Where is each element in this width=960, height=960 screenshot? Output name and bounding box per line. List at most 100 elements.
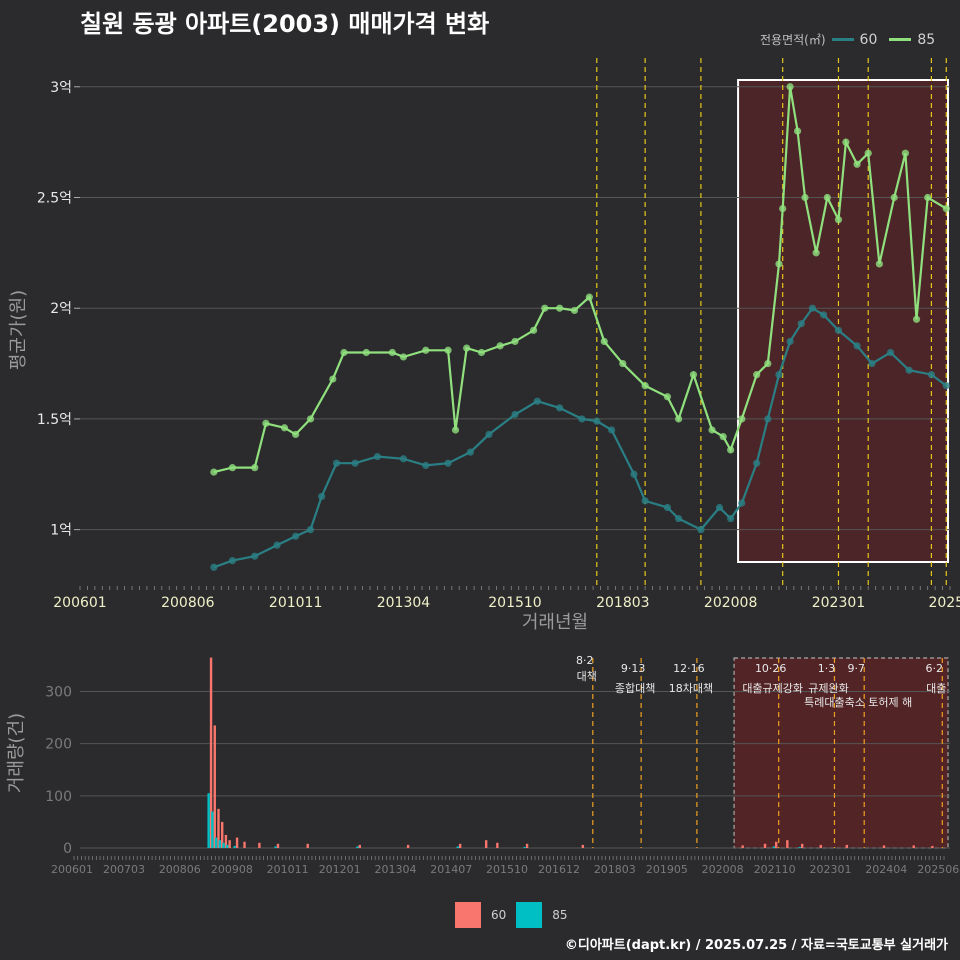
data-point-85 xyxy=(444,346,452,354)
data-point-60 xyxy=(306,526,315,534)
data-point-85 xyxy=(853,160,861,168)
bar-60 xyxy=(306,843,309,848)
bar-60 xyxy=(931,845,934,848)
data-point-60 xyxy=(808,304,817,312)
data-point-60 xyxy=(715,503,724,512)
x-tick-label: 200806 xyxy=(161,595,215,611)
data-point-85 xyxy=(496,342,504,350)
bar-60 xyxy=(525,843,529,848)
data-point-85 xyxy=(340,348,348,357)
legend-box-60 xyxy=(455,902,481,928)
data-point-85 xyxy=(619,359,627,368)
x-tick-label-bottom: 201011 xyxy=(267,863,309,876)
bar-60 xyxy=(819,844,822,848)
data-point-85 xyxy=(210,468,218,476)
data-point-60 xyxy=(905,366,913,374)
event-date-label: 10·26 xyxy=(755,662,787,675)
data-point-85 xyxy=(280,424,289,432)
data-point-60 xyxy=(228,557,237,565)
data-point-60 xyxy=(775,371,783,379)
data-point-60 xyxy=(764,415,772,423)
data-point-60 xyxy=(578,415,586,423)
bar-60 xyxy=(276,843,280,848)
data-point-85 xyxy=(779,204,787,213)
data-point-60 xyxy=(663,503,672,512)
bar-85 xyxy=(233,845,236,848)
bar-60 xyxy=(882,845,886,848)
x-tick-label-bottom: 200601 xyxy=(51,863,93,876)
event-text-label: 규제완화 xyxy=(808,682,848,695)
data-point-60 xyxy=(641,497,649,505)
data-point-60 xyxy=(485,430,493,439)
x-tick-label-bottom: 202008 xyxy=(702,863,744,876)
event-date-label: 8·2 xyxy=(576,654,594,667)
data-point-60 xyxy=(422,461,430,470)
data-point-85 xyxy=(764,359,772,368)
credit-text: ©디아파트(dapt.kr) / 2025.07.25 / 자료=국토교통부 실… xyxy=(564,938,948,953)
bar-60 xyxy=(224,834,228,848)
bar-60 xyxy=(209,657,213,848)
event-text-label: 특례대출축소 토허제 해 xyxy=(804,695,912,709)
bar-60 xyxy=(581,844,585,848)
data-point-85 xyxy=(674,415,683,423)
data-point-60 xyxy=(697,526,705,534)
data-point-85 xyxy=(727,446,735,454)
data-point-85 xyxy=(585,293,593,301)
data-point-60 xyxy=(942,382,950,390)
bar-85 xyxy=(218,840,221,848)
y-tick-label: 1억 xyxy=(50,523,72,539)
data-point-60 xyxy=(399,455,408,463)
y-tick-label: 2억 xyxy=(50,301,72,317)
x-tick-label: 202301 xyxy=(812,595,865,611)
highlight-box-bottom xyxy=(733,657,949,849)
data-point-85 xyxy=(388,348,396,357)
bar-85 xyxy=(798,846,801,848)
data-point-85 xyxy=(511,337,519,346)
x-tick-label-bottom: 200806 xyxy=(159,863,201,876)
data-point-60 xyxy=(351,459,359,467)
data-point-60 xyxy=(608,426,616,434)
bar-60 xyxy=(786,840,789,848)
x-tick-label-bottom: 201510 xyxy=(486,863,528,876)
x-tick-label: 200601 xyxy=(53,595,106,611)
data-point-60 xyxy=(273,541,281,549)
data-point-85 xyxy=(529,326,538,334)
data-point-85 xyxy=(793,127,802,135)
data-point-85 xyxy=(541,304,549,312)
data-point-85 xyxy=(306,415,315,423)
x-tick-label: 2025 xyxy=(928,595,960,611)
data-point-85 xyxy=(262,419,270,427)
y-tick-label-bottom: 300 xyxy=(45,685,72,701)
data-point-60 xyxy=(332,459,341,467)
data-point-85 xyxy=(399,353,408,361)
bar-60 xyxy=(458,843,462,848)
data-point-60 xyxy=(753,459,761,467)
legend-top: 전용면적(㎡) 60 85 xyxy=(760,31,941,48)
event-text-label: 대출 xyxy=(926,682,946,695)
event-text-label: 대책 xyxy=(577,670,597,683)
bar-85 xyxy=(214,837,218,848)
bar-60 xyxy=(912,845,915,848)
bar-60 xyxy=(221,821,224,848)
x-tick-label: 201803 xyxy=(596,595,649,611)
data-point-60 xyxy=(556,404,564,412)
x-tick-label-bottom: 202301 xyxy=(809,863,851,876)
bar-60 xyxy=(496,842,499,848)
data-point-85 xyxy=(875,260,883,268)
y-axis-label-bottom: 거래량(건) xyxy=(6,713,27,793)
legend-label-85: 85 xyxy=(917,31,936,48)
data-point-85 xyxy=(924,193,932,202)
legend-bottom: 60 85 xyxy=(455,902,568,928)
data-point-85 xyxy=(556,304,564,312)
legend-swatch-60 xyxy=(831,38,854,41)
data-point-85 xyxy=(775,260,783,268)
data-point-60 xyxy=(318,492,326,501)
y-tick-label: 3억 xyxy=(50,80,72,96)
x-tick-label-bottom: 202110 xyxy=(754,863,796,876)
data-point-60 xyxy=(533,397,541,405)
bar-60 xyxy=(358,844,361,848)
data-point-85 xyxy=(719,433,727,441)
legend-bottom-label-60: 60 xyxy=(491,908,507,922)
data-point-85 xyxy=(842,138,850,146)
bar-60 xyxy=(228,840,231,848)
